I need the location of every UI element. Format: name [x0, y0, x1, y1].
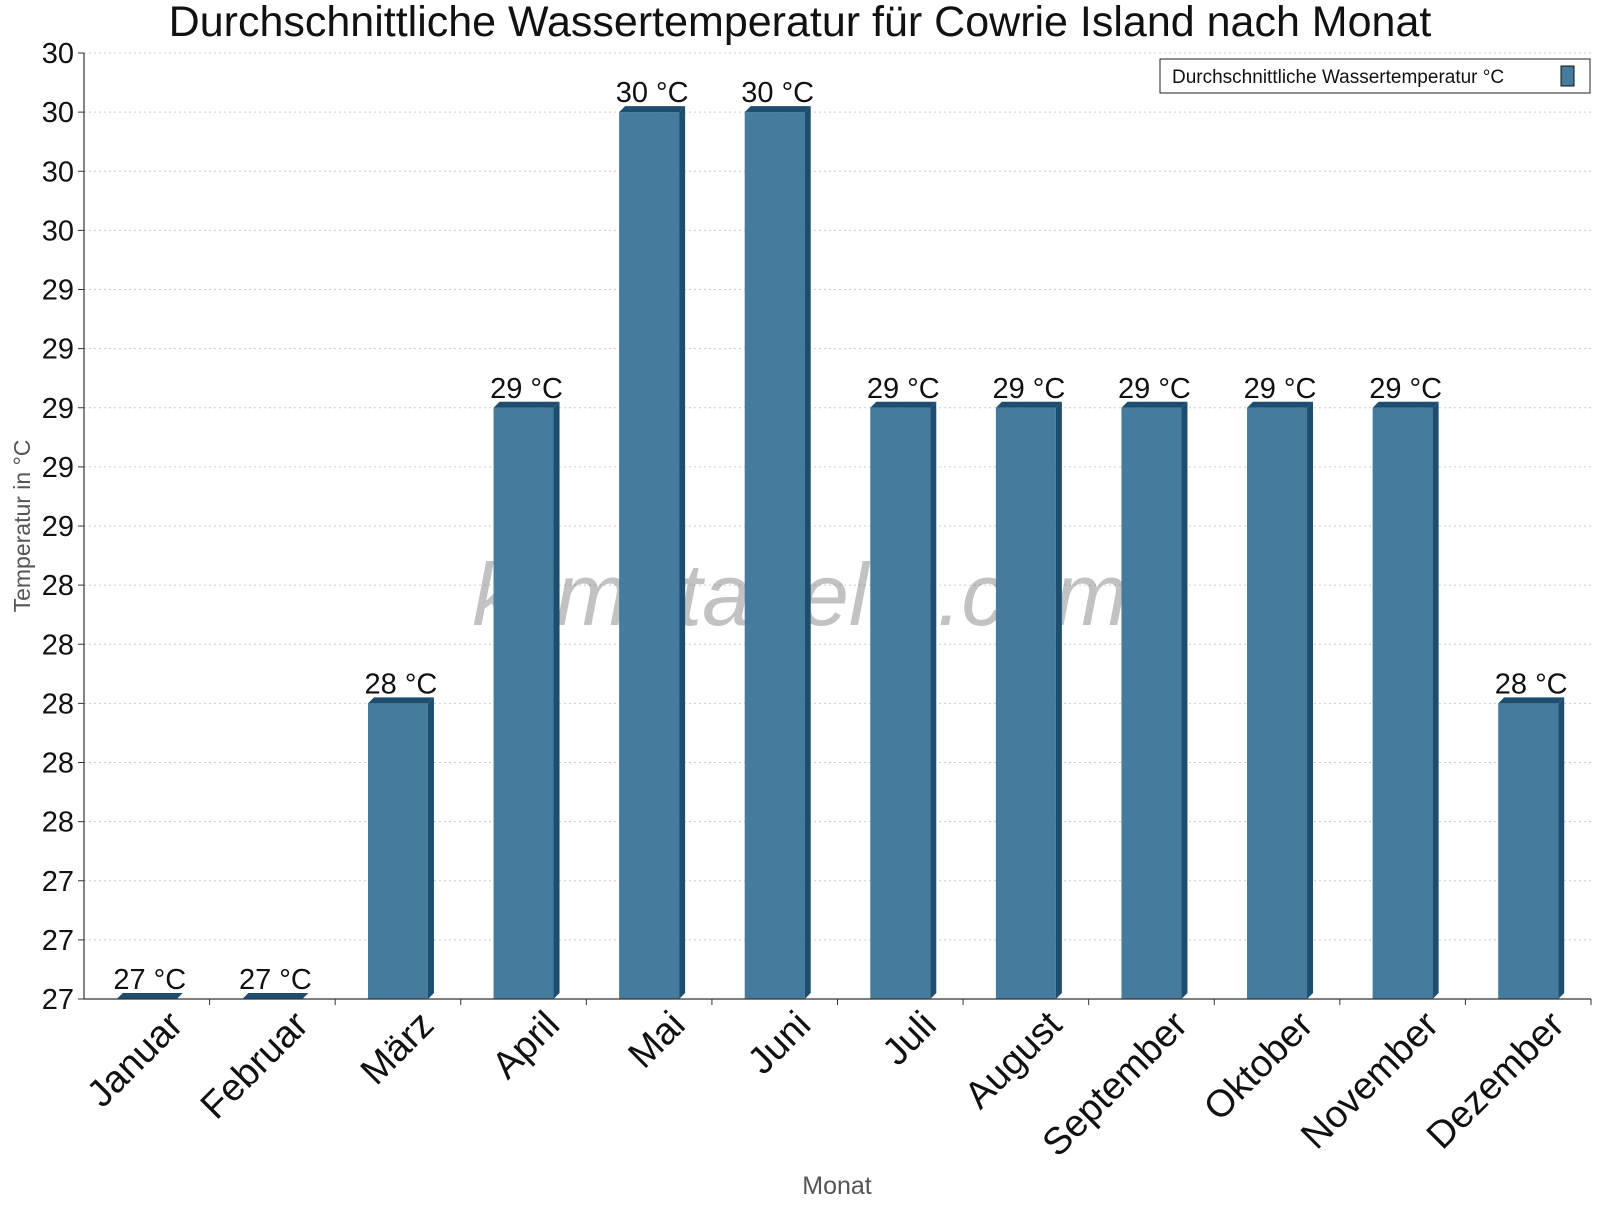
- bar: [744, 112, 805, 999]
- data-label: 29 °C: [490, 373, 563, 405]
- bar-top: [367, 697, 434, 704]
- x-tick-label: Januar: [79, 1003, 191, 1115]
- bar-top: [619, 106, 686, 113]
- bar-top: [870, 401, 937, 408]
- x-tick-label: Oktober: [1196, 1003, 1322, 1129]
- y-tick-label: 29: [42, 393, 74, 425]
- bar: [995, 407, 1056, 999]
- bar-top: [1372, 401, 1439, 408]
- bar-side: [679, 106, 686, 999]
- bar-side: [1307, 401, 1314, 999]
- bar: [1372, 407, 1433, 999]
- x-tick-label: August: [957, 1003, 1071, 1117]
- bar: [1121, 407, 1182, 999]
- y-tick-label: 28: [42, 570, 74, 602]
- legend-box: [1159, 58, 1591, 94]
- y-tick-label: 30: [42, 156, 74, 188]
- bar-top: [744, 106, 811, 113]
- y-tick-label: 28: [42, 688, 74, 720]
- y-tick-label: 30: [42, 38, 74, 70]
- bar-side: [1432, 401, 1439, 999]
- data-label: 29 °C: [1369, 373, 1442, 405]
- bar: [367, 703, 428, 999]
- y-tick-label: 30: [42, 215, 74, 247]
- bar-side: [553, 401, 560, 999]
- y-tick-label: 28: [42, 748, 74, 780]
- bar: [1498, 703, 1559, 999]
- data-label: 27 °C: [113, 964, 186, 996]
- data-label: 30 °C: [616, 77, 689, 109]
- x-tick-label: April: [484, 1004, 567, 1087]
- legend-label: Durchschnittliche Wassertemperatur °C: [1172, 67, 1504, 88]
- data-label: 29 °C: [867, 373, 940, 405]
- chart-title: Durchschnittliche Wassertemperatur für C…: [169, 0, 1432, 46]
- data-label: 28 °C: [365, 668, 438, 700]
- bar-side: [804, 106, 811, 999]
- bar-top: [1498, 697, 1565, 704]
- bar-top: [493, 401, 560, 408]
- x-axis-label: Monat: [802, 1172, 872, 1200]
- data-label: 29 °C: [1244, 373, 1317, 405]
- bar-side: [427, 697, 434, 999]
- bar: [493, 407, 554, 999]
- y-tick-label: 30: [42, 97, 74, 129]
- x-tick-label: Juli: [875, 1004, 945, 1074]
- bar-top: [116, 993, 183, 999]
- data-label: 28 °C: [1495, 668, 1568, 700]
- y-axis-label: Temperatur in °C: [9, 440, 35, 613]
- bar-top: [1247, 401, 1314, 408]
- data-label: 29 °C: [1118, 373, 1191, 405]
- data-label: 29 °C: [992, 373, 1065, 405]
- x-tick-label: Mai: [620, 1004, 693, 1077]
- y-tick-label: 29: [42, 452, 74, 484]
- x-tick-label: März: [353, 1004, 442, 1093]
- y-tick-label: 28: [42, 807, 74, 839]
- bar: [1247, 407, 1308, 999]
- y-tick-label: 27: [42, 925, 74, 957]
- y-tick-label: 29: [42, 511, 74, 543]
- bar-side: [1181, 401, 1188, 999]
- y-tick-label: 28: [42, 629, 74, 661]
- bar-top: [1121, 401, 1188, 408]
- bar-side: [1558, 697, 1565, 999]
- bar-top: [995, 401, 1062, 408]
- y-tick-label: 29: [42, 275, 74, 307]
- data-label: 27 °C: [239, 964, 312, 996]
- bar-side: [930, 401, 937, 999]
- legend-swatch: [1560, 65, 1575, 87]
- y-tick-label: 29: [42, 334, 74, 366]
- bar-top: [242, 993, 309, 999]
- y-tick-label: 27: [42, 866, 74, 898]
- bar-side: [1055, 401, 1062, 999]
- x-tick-label: November: [1293, 1003, 1447, 1157]
- x-tick-label: Dezember: [1419, 1003, 1573, 1157]
- x-tick-label: Juni: [740, 1004, 819, 1083]
- y-tick-label: 27: [42, 984, 74, 1016]
- x-tick-label: Februar: [193, 1003, 317, 1127]
- bar: [870, 407, 931, 999]
- bar: [619, 112, 680, 999]
- data-label: 30 °C: [741, 77, 814, 109]
